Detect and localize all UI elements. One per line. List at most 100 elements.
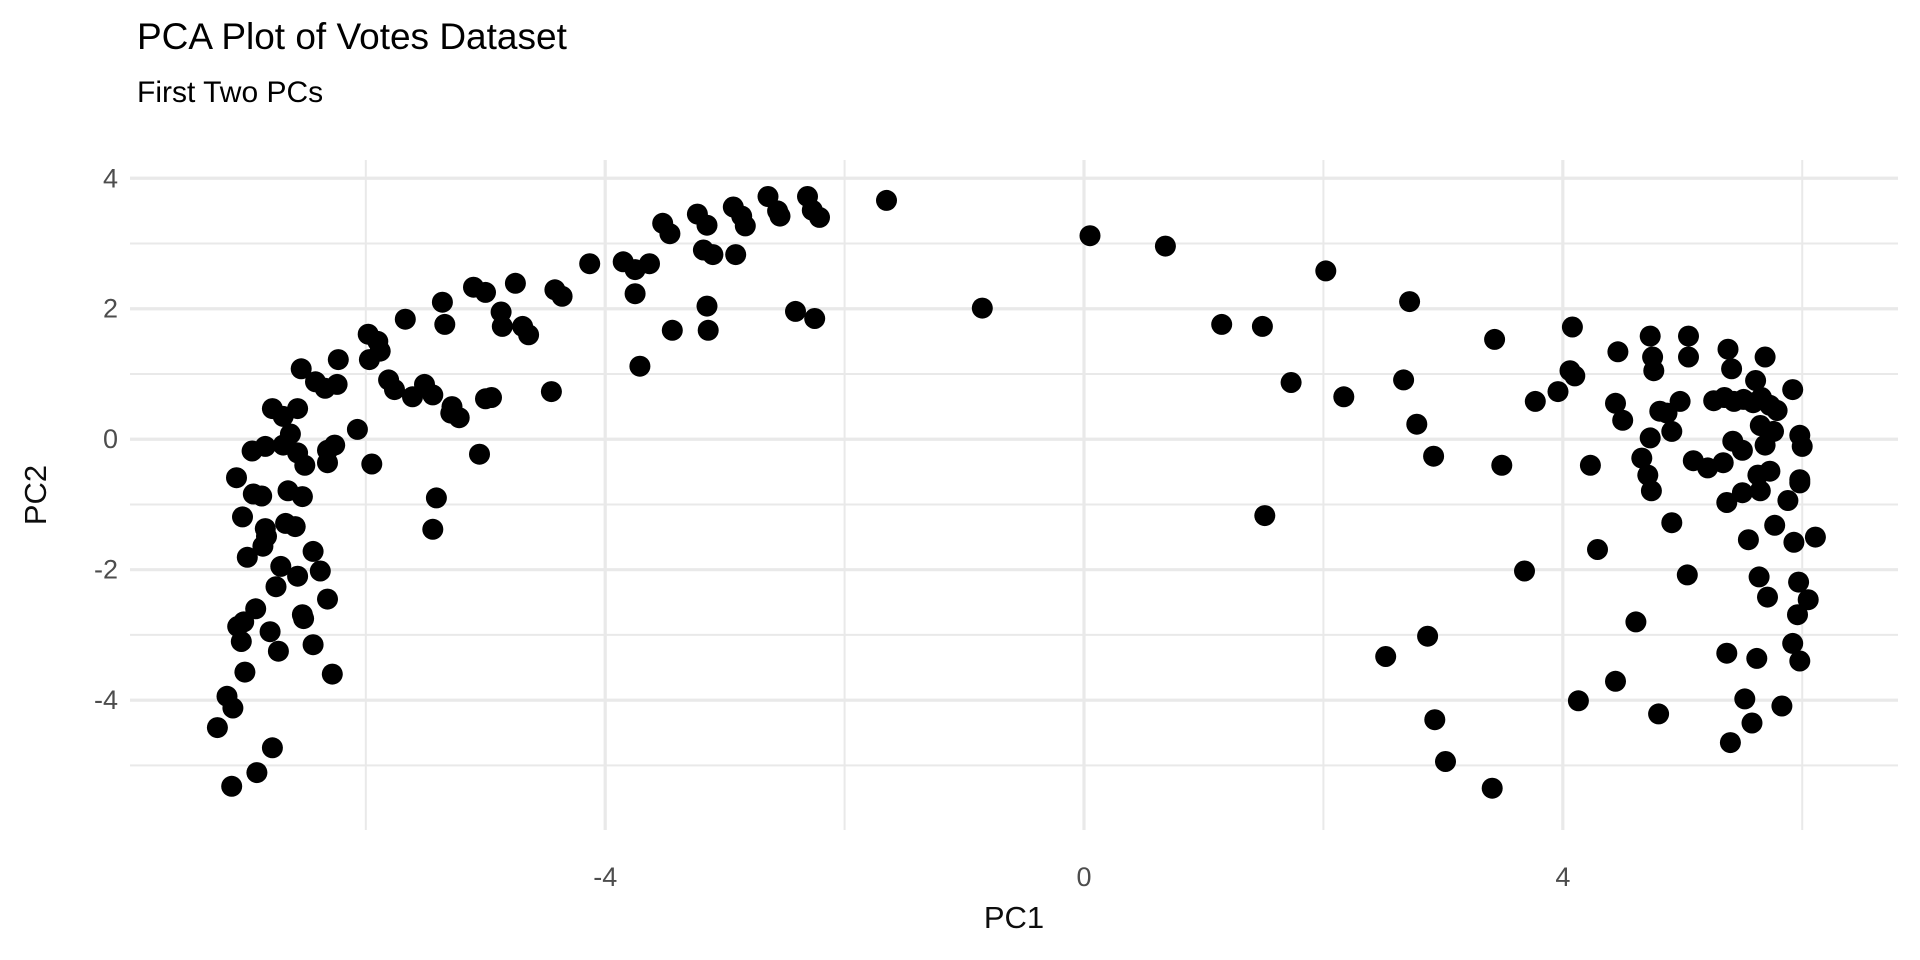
data-point <box>1514 560 1535 582</box>
data-point <box>1766 400 1788 421</box>
data-point <box>1782 632 1804 654</box>
data-point <box>327 349 349 371</box>
data-point <box>293 608 315 630</box>
x-tick-label: -4 <box>593 862 617 892</box>
data-point <box>1804 526 1826 548</box>
data-point <box>579 253 601 275</box>
data-point <box>287 565 309 587</box>
data-point <box>246 762 268 784</box>
data-point <box>1759 460 1781 482</box>
data-point <box>261 737 283 759</box>
data-point <box>876 189 897 211</box>
data-point <box>321 663 343 685</box>
data-point <box>346 418 368 440</box>
data-point <box>1741 712 1763 734</box>
data-point <box>1393 369 1415 391</box>
data-point <box>206 717 228 739</box>
data-point <box>326 373 348 395</box>
data-point <box>324 434 346 456</box>
data-point <box>1154 235 1176 257</box>
data-point <box>1678 325 1699 347</box>
y-tick-label: -2 <box>94 555 118 585</box>
data-point <box>1734 688 1756 710</box>
data-point <box>481 387 502 408</box>
data-point <box>440 402 462 424</box>
data-point <box>1424 709 1446 731</box>
data-point <box>284 516 306 538</box>
data-point <box>384 379 405 401</box>
data-point <box>252 535 274 557</box>
data-point <box>1791 435 1813 457</box>
data-point <box>358 349 380 371</box>
data-point <box>1746 647 1768 669</box>
data-point <box>1789 472 1811 494</box>
data-point <box>291 486 313 508</box>
data-point <box>1669 390 1691 412</box>
data-point <box>504 272 526 294</box>
y-tick-label: -4 <box>94 685 118 715</box>
data-point <box>234 661 256 683</box>
data-point <box>1481 777 1503 799</box>
data-point <box>1757 586 1778 608</box>
y-tick-label: 0 <box>103 424 118 454</box>
data-point <box>290 358 312 380</box>
data-point <box>1763 420 1784 442</box>
data-point <box>1567 690 1589 712</box>
data-point <box>1777 490 1799 511</box>
data-point <box>1731 482 1753 504</box>
data-point <box>624 283 646 305</box>
data-point <box>702 244 724 266</box>
data-point <box>232 506 253 528</box>
data-point <box>1637 464 1659 486</box>
data-point <box>302 540 324 562</box>
data-point <box>734 215 756 237</box>
data-point <box>1631 447 1653 469</box>
data-point <box>1783 531 1805 553</box>
data-point <box>1547 381 1569 403</box>
data-point <box>661 319 683 341</box>
data-point <box>1211 313 1233 335</box>
x-axis-title: PC1 <box>983 900 1045 935</box>
data-point <box>1737 529 1759 551</box>
data-point <box>1640 480 1662 502</box>
data-point <box>394 308 416 330</box>
data-point <box>1524 390 1546 412</box>
data-point <box>1254 505 1276 527</box>
plot-title: PCA Plot of Votes Dataset <box>137 16 567 57</box>
data-point <box>1661 512 1683 534</box>
data-point <box>230 631 252 652</box>
data-point <box>267 640 289 662</box>
data-point <box>1797 589 1819 611</box>
data-point <box>254 435 276 457</box>
data-point <box>422 518 444 540</box>
data-point <box>270 555 292 577</box>
y-tick-label: 4 <box>103 163 118 193</box>
data-point <box>1491 454 1513 476</box>
data-point <box>1748 566 1770 588</box>
data-point <box>696 295 718 317</box>
data-point <box>259 621 281 643</box>
data-point <box>425 487 447 509</box>
data-point <box>226 467 247 489</box>
scatter-points <box>206 186 1826 799</box>
data-point <box>1375 646 1397 667</box>
data-point <box>361 453 383 475</box>
data-point <box>294 454 316 476</box>
data-point <box>431 291 453 313</box>
data-point <box>491 315 513 337</box>
data-point <box>1315 260 1337 282</box>
data-point <box>1716 492 1738 513</box>
data-point <box>236 546 258 568</box>
data-point <box>659 223 681 245</box>
data-point <box>1716 642 1738 664</box>
major-gridlines <box>130 160 1898 830</box>
data-point <box>302 634 324 656</box>
data-point <box>221 775 243 797</box>
data-point <box>1561 316 1583 338</box>
data-point <box>434 313 456 335</box>
data-point <box>809 206 830 228</box>
data-point <box>540 381 562 403</box>
data-point <box>469 443 490 465</box>
data-point <box>422 384 444 406</box>
